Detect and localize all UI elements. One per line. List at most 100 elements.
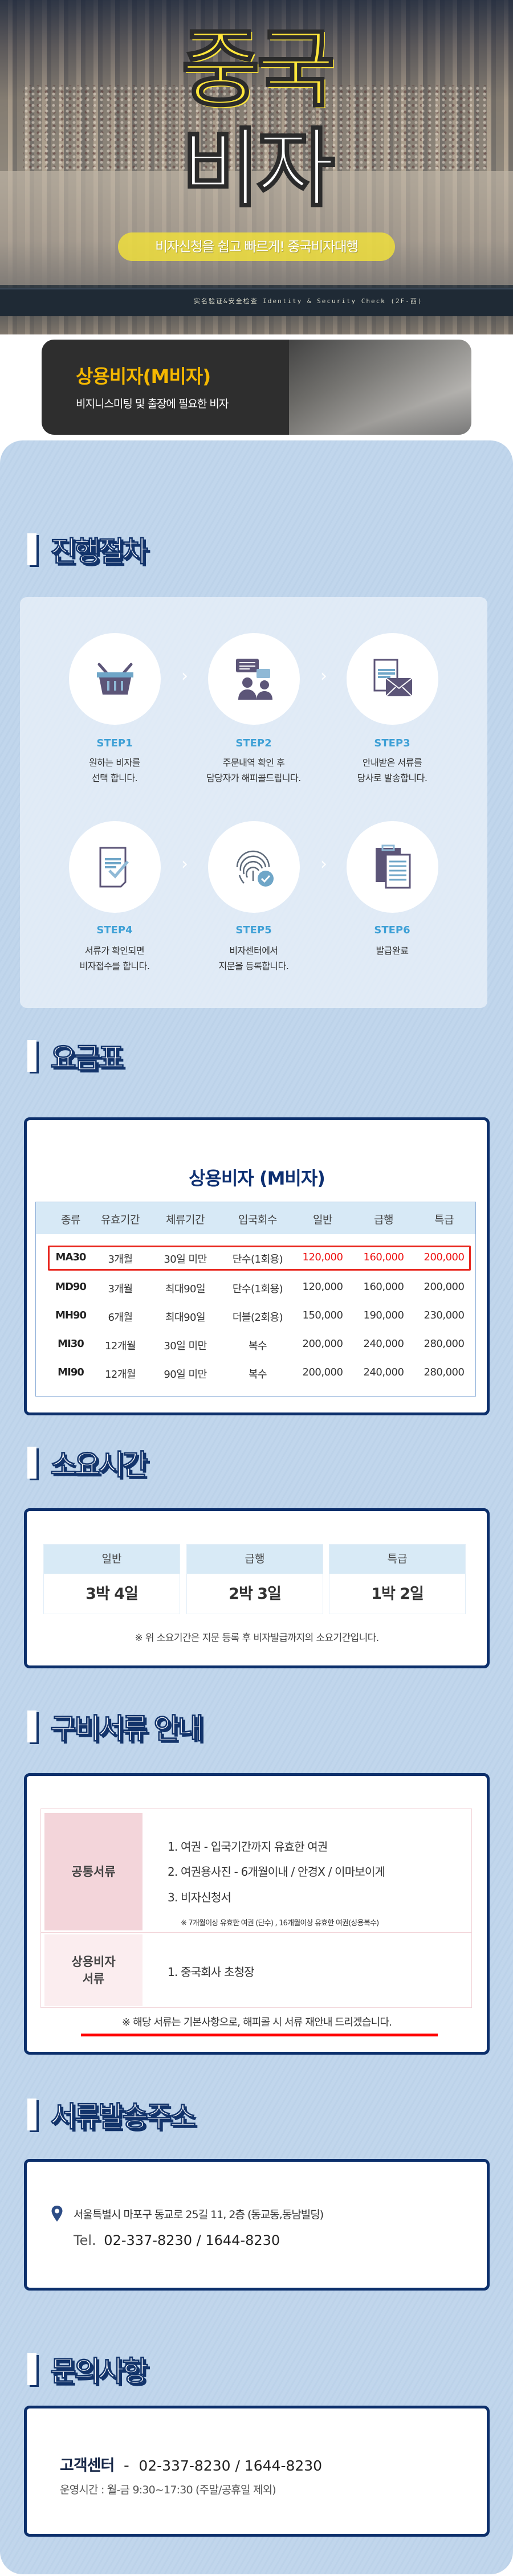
step-line: 선택 합니다.: [91, 773, 138, 783]
table-cell: MH90: [55, 1309, 87, 1321]
table-cell: MD90: [55, 1281, 87, 1293]
column-header: 입국회수: [238, 1214, 277, 1226]
heading-text: 문의사항: [50, 2355, 149, 2389]
location-pin-icon: [51, 2206, 63, 2222]
heading-text: 진행절차: [50, 535, 149, 569]
hero-sign-board: 实名验证&安全检查 Identity & Security Check (2F-…: [0, 288, 513, 316]
step-circle: [69, 633, 161, 725]
address-text: 서울특별시 마포구 동교로 25길 11, 2층 (동교동,동남빌딩): [74, 2208, 324, 2221]
hero-tagline: 비자신청을 쉽고 빠르게! 중국비자대행: [118, 232, 395, 261]
table-cell: 150,000: [302, 1309, 343, 1321]
fee-box: [24, 1117, 490, 1415]
laptop-desk-photo: [289, 340, 471, 435]
step-line: 주문내역 확인 후: [222, 757, 285, 768]
document-mail-icon: [373, 659, 413, 697]
table-cell: 200,000: [424, 1251, 465, 1263]
duration-value: 1박 2일: [371, 1585, 424, 1603]
fingerprint-icon: [236, 850, 274, 887]
duration-express: 급행 2박 3일: [186, 1544, 323, 1614]
documents-table: 공통서류 1. 여권 - 입국기간까지 유효한 여권 2. 여권용사진 - 6개…: [40, 1808, 472, 2008]
table-cell: 90일 미만: [164, 1369, 207, 1381]
heading-text: 소요시간: [50, 1448, 149, 1482]
address-box: [24, 2159, 490, 2291]
highlight-row-border: [48, 1246, 471, 1271]
basket-icon: [96, 663, 133, 695]
address-phone: Tel. 02-337-8230 / 1644-8230: [74, 2232, 280, 2248]
step-label: STEP6: [374, 924, 410, 936]
step-line: 서류가 확인되면: [84, 945, 145, 956]
table-cell: 단수(1회용): [232, 1283, 283, 1295]
documents-note: ※ 해당 서류는 기본사항으로, 해피콜 시 서류 재안내 드리겠습니다.: [121, 2016, 392, 2028]
tel-label: Tel.: [74, 2232, 96, 2248]
chevron-right-icon: ›: [320, 854, 327, 874]
step-line: 비자접수를 합니다.: [79, 961, 150, 971]
heading-text: 구비서류 안내: [50, 1712, 203, 1746]
doc-item: 1. 중국회사 초청장: [168, 1965, 255, 1979]
table-cell: 12개월: [104, 1369, 136, 1381]
step-circle: [208, 633, 300, 725]
step-line: 원하는 비자를: [89, 757, 140, 768]
duration-value: 3박 4일: [85, 1585, 139, 1603]
hero-title-china: 중국: [180, 20, 336, 119]
heading-bar: [27, 1447, 36, 1479]
step-label: STEP5: [235, 924, 272, 936]
table-cell: 복수: [248, 1340, 267, 1352]
step-label: STEP2: [235, 737, 272, 749]
heading-bar: [27, 2353, 36, 2385]
heading-bar: [27, 533, 36, 565]
table-cell: 30일 미만: [164, 1254, 207, 1265]
step-description: 주문내역 확인 후 담당자가 해피콜드립니다.: [185, 755, 322, 786]
separator: -: [123, 2457, 129, 2475]
table-cell: MA30: [55, 1251, 87, 1263]
duration-label: 급행: [187, 1545, 323, 1574]
table-cell: 200,000: [302, 1338, 343, 1350]
table-cell: 6개월: [108, 1312, 133, 1324]
visa-type-title: 상용비자(M비자): [76, 365, 211, 387]
customer-center-phone[interactable]: 02-337-8230 / 1644-8230: [139, 2457, 323, 2474]
duration-label: 일반: [44, 1545, 180, 1574]
table-cell: 200,000: [302, 1366, 343, 1378]
column-header: 체류기간: [166, 1214, 205, 1226]
table-cell: MI90: [58, 1366, 84, 1378]
table-cell: 더블(2회용): [232, 1312, 283, 1324]
heading-bar: [27, 1040, 36, 1072]
passport-validity-note: ※ 7개월이상 유효한 여권 (단수) , 16개월이상 유효한 여권(상용복수…: [181, 1919, 379, 1928]
column-header: 종류: [61, 1214, 80, 1226]
table-cell: 280,000: [424, 1366, 465, 1378]
hero-sign-text: 实名验证&安全检查 Identity & Security Check (2F-…: [194, 297, 423, 305]
doc-item: 2. 여권용사진 - 6개월이내 / 안경X / 이마보이게: [168, 1865, 385, 1879]
consultation-icon: [235, 658, 272, 700]
fee-table-header: [36, 1202, 475, 1234]
duration-box: [24, 1508, 490, 1668]
table-cell: 240,000: [363, 1366, 404, 1378]
customer-center-line: 고객센터 - 02-337-8230 / 1644-8230: [60, 2453, 322, 2475]
step-description: 비자센터에서 지문을 등록합니다.: [185, 943, 322, 974]
label-line: 서류: [82, 1972, 105, 1986]
tel-number[interactable]: 02-337-8230 / 1644-8230: [104, 2232, 280, 2248]
column-header: 급행: [374, 1214, 393, 1226]
duration-value: 2박 3일: [229, 1585, 282, 1603]
table-cell: 3개월: [108, 1283, 133, 1295]
clipboard-icon: [375, 844, 410, 888]
duration-label: 특급: [329, 1545, 465, 1574]
heading-bar: [27, 2099, 36, 2130]
duration-urgent: 특급 1박 2일: [329, 1544, 466, 1614]
step-line: 당사로 발송합니다.: [357, 773, 427, 783]
visa-type-card: 상용비자(M비자) 비지니스미팅 및 출장에 필요한 비자: [42, 340, 471, 435]
fee-table-title: 상용비자 (M비자): [189, 1167, 325, 1189]
step-circle: [208, 821, 300, 913]
table-cell: 160,000: [363, 1251, 404, 1263]
table-cell: 단수(1회용): [232, 1254, 283, 1265]
fee-table: 종류 유효기간 체류기간 입국회수 일반 급행 특급 MA30 3개월 30일 미만 단수(1회용)…: [35, 1202, 476, 1397]
table-cell: 190,000: [363, 1309, 404, 1321]
document-check-icon: [99, 847, 129, 887]
doc-item: 1. 여권 - 입국기간까지 유효한 여권: [168, 1840, 328, 1854]
doc-item: 3. 비자신청서: [168, 1891, 231, 1904]
table-cell: 230,000: [424, 1309, 465, 1321]
business-docs-label: 상용비자 서류: [44, 1934, 142, 2006]
step-label: STEP3: [374, 737, 410, 749]
step-line: 안내받은 서류를: [362, 757, 422, 768]
step-line: 지문을 등록합니다.: [218, 961, 289, 971]
